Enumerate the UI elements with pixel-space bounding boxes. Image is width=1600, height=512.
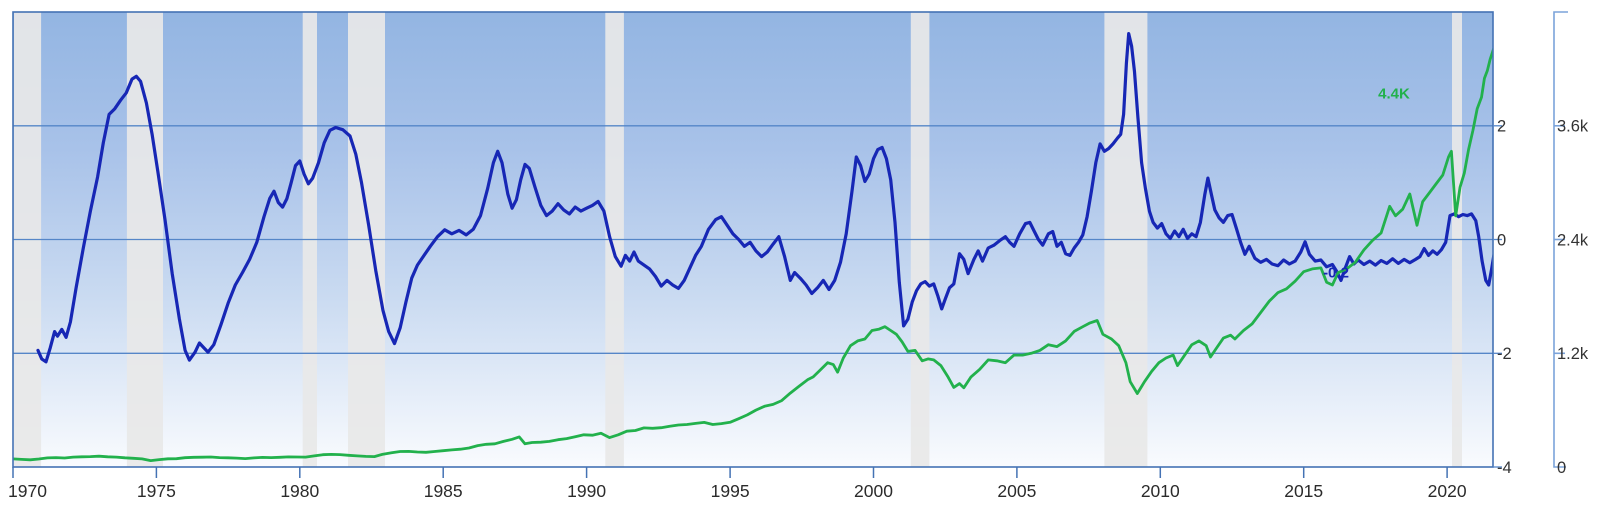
y-primary-tick-label: 2 xyxy=(1497,118,1506,136)
index-green-line xyxy=(13,46,1493,463)
x-tick-label: 2020 xyxy=(1428,481,1467,501)
y-primary-tick-label: 0 xyxy=(1497,231,1506,249)
indicator-blue-line xyxy=(36,31,1493,364)
x-tick-label: 1975 xyxy=(137,481,176,501)
x-tick-label: 1990 xyxy=(567,481,606,501)
x-tick-label: 1970 xyxy=(8,481,47,501)
y-primary-tick-label: -2 xyxy=(1497,345,1512,363)
y-secondary-tick-label: 1.2k xyxy=(1557,345,1589,363)
y-primary-tick-label: -4 xyxy=(1497,459,1512,477)
x-tick-label: 1980 xyxy=(280,481,319,501)
green-last-value-label: 4.4K xyxy=(1378,85,1410,102)
gridlines xyxy=(13,125,1493,354)
annotations: 4.4K -0.2 xyxy=(1323,85,1410,281)
y-secondary-tick-label: 3.6k xyxy=(1557,118,1589,136)
y-axis-primary: 2 0 -2 -4 xyxy=(1493,118,1512,477)
x-tick-label: 2000 xyxy=(854,481,893,501)
x-axis: 1970 1975 1980 1985 1990 1995 2000 2005 2010 2015… xyxy=(8,467,1467,501)
x-tick-label: 2010 xyxy=(1141,481,1180,501)
x-tick-label: 1995 xyxy=(711,481,750,501)
x-tick-label: 2005 xyxy=(997,481,1036,501)
y-secondary-tick-label: 0 xyxy=(1557,459,1566,477)
y-axis-secondary: 3.6k 2.4k 1.2k 0 xyxy=(1553,11,1589,477)
x-tick-label: 1985 xyxy=(424,481,463,501)
blue-last-value-label: -0.2 xyxy=(1323,264,1349,281)
series-lines xyxy=(13,31,1493,463)
y-secondary-tick-label: 2.4k xyxy=(1557,231,1589,249)
x-tick-label: 2015 xyxy=(1284,481,1323,501)
